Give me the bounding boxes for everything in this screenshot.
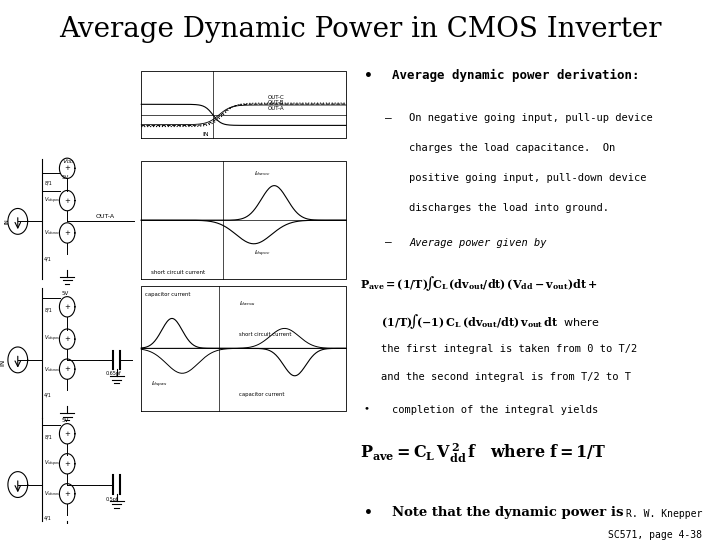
Text: 4/1: 4/1 [44, 393, 52, 398]
Text: completion of the integral yields: completion of the integral yields [392, 404, 598, 415]
Text: OUT-B: OUT-B [268, 100, 284, 105]
Text: and the second integral is from T/2 to T: and the second integral is from T/2 to T [381, 373, 631, 382]
Text: +: + [64, 165, 70, 171]
Text: $V_{idsnos}$: $V_{idsnos}$ [44, 489, 60, 498]
Text: the first integral is taken from 0 to T/2: the first integral is taken from 0 to T/… [381, 344, 637, 354]
Text: +: + [64, 304, 70, 310]
Text: 8/1: 8/1 [44, 307, 52, 313]
Text: short circuit current: short circuit current [240, 332, 292, 337]
Text: positive going input, pull-down device: positive going input, pull-down device [410, 173, 647, 183]
Text: 0.5pf: 0.5pf [106, 497, 119, 502]
Text: capacitor current: capacitor current [145, 292, 191, 297]
Text: Average dynamic power derivation:: Average dynamic power derivation: [392, 69, 639, 82]
Text: $V_{DD}$: $V_{DD}$ [62, 157, 75, 166]
Text: OUT-A: OUT-A [95, 214, 114, 219]
Text: 0.65pf: 0.65pf [106, 371, 122, 376]
Text: 4/1: 4/1 [44, 256, 52, 262]
Text: OUT-C: OUT-C [268, 95, 285, 100]
Text: Average power given by: Average power given by [410, 238, 547, 247]
Text: +: + [64, 198, 70, 204]
Text: $\mathbf{(1/T)\!\int\!(-1)\,C_L\,(dv_{out}/dt)\,v_{out}\,dt}$  where: $\mathbf{(1/T)\!\int\!(-1)\,C_L\,(dv_{ou… [381, 312, 600, 331]
Text: $\mathbf{P_{ave} = C_L\,V_{dd}^{\,2}\,f \quad where\ f = 1/T}$: $\mathbf{P_{ave} = C_L\,V_{dd}^{\,2}\,f … [360, 442, 606, 465]
Text: •: • [364, 404, 369, 414]
Text: 8/1: 8/1 [44, 180, 52, 185]
Text: +: + [64, 336, 70, 342]
Text: SC571, page 4-38: SC571, page 4-38 [608, 530, 702, 540]
Text: +: + [64, 491, 70, 497]
Text: 5V: 5V [62, 291, 69, 296]
Text: IN: IN [202, 132, 209, 137]
Text: –: – [384, 113, 392, 123]
Text: capacitor current: capacitor current [240, 392, 285, 397]
Text: +: + [64, 230, 70, 236]
Text: •: • [364, 69, 372, 83]
Text: short circuit current: short circuit current [151, 271, 206, 275]
Text: $V_{idsnos}$: $V_{idsnos}$ [44, 364, 60, 374]
Text: OUT-A: OUT-A [268, 106, 284, 111]
Text: 4/1: 4/1 [44, 515, 52, 520]
Text: Average Dynamic Power in CMOS Inverter: Average Dynamic Power in CMOS Inverter [59, 16, 661, 43]
Text: R. W. Knepper: R. W. Knepper [626, 509, 702, 519]
Text: $I_{dspas}$: $I_{dspas}$ [151, 380, 168, 390]
Text: Note that the dynamic power is: Note that the dynamic power is [392, 507, 624, 519]
Text: $V_{idspos}$: $V_{idspos}$ [44, 195, 60, 206]
Text: IN: IN [0, 359, 5, 366]
Text: $V_{idsnoc}$: $V_{idsnoc}$ [44, 228, 60, 238]
Text: $V_{idspos}$: $V_{idspos}$ [44, 334, 60, 344]
Text: $\mathbf{P_{ave}}$$\mathbf{= (1/T)\!\int\! C_L\,(dv_{out}/dt)\,(V_{dd} - v_{out}: $\mathbf{P_{ave}}$$\mathbf{= (1/T)\!\int… [360, 274, 598, 293]
Text: 5V: 5V [62, 175, 69, 180]
Text: $I_{dsnoc}$: $I_{dsnoc}$ [254, 170, 271, 178]
Text: +: + [64, 366, 70, 372]
Text: •: • [364, 507, 372, 520]
Text: On negative going input, pull-up device: On negative going input, pull-up device [410, 113, 653, 123]
Text: charges the load capacitance.  On: charges the load capacitance. On [410, 143, 616, 153]
Text: $I_{dspoc}$: $I_{dspoc}$ [254, 249, 271, 259]
Text: –: – [384, 238, 392, 247]
Text: 5V: 5V [62, 418, 69, 423]
Text: +: + [64, 431, 70, 437]
Text: IN: IN [5, 219, 9, 224]
Text: 8/1: 8/1 [44, 434, 52, 440]
Text: discharges the load into ground.: discharges the load into ground. [410, 203, 609, 213]
Text: $I_{danos}$: $I_{danos}$ [240, 299, 256, 308]
Text: $V_{idspos}$: $V_{idspos}$ [44, 458, 60, 469]
Text: +: + [64, 461, 70, 467]
